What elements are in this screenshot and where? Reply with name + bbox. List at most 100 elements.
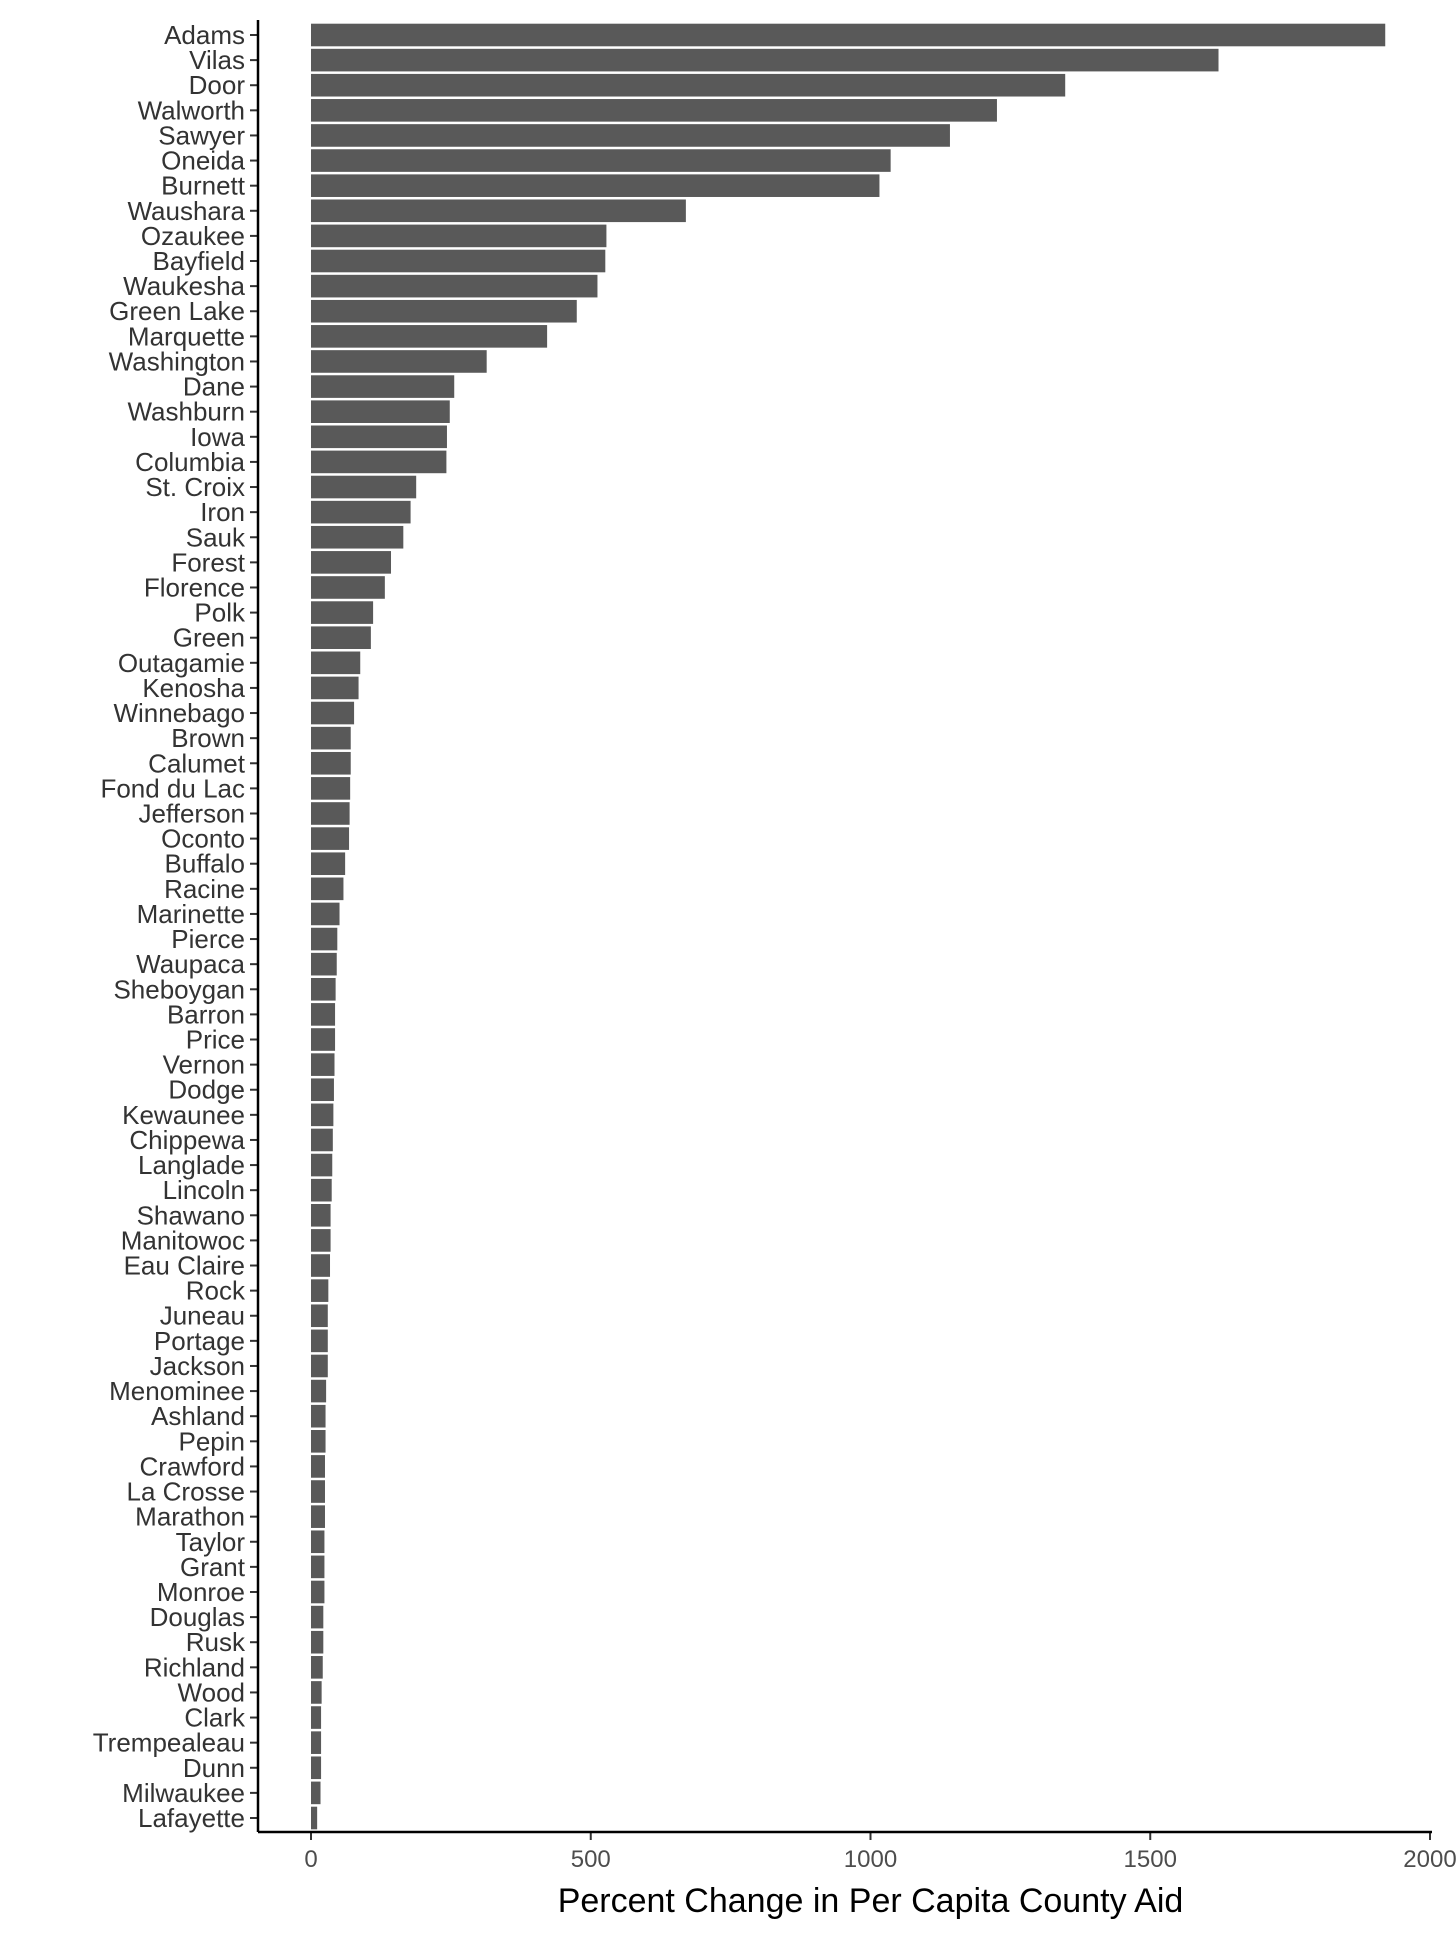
bar-bayfield [311,249,606,273]
category-label-dunn: Dunn [183,1753,245,1783]
bar-calumet [311,751,351,775]
category-label-buffalo: Buffalo [165,849,245,879]
bar-door [311,73,1066,97]
bar-walworth [311,99,997,122]
bar-marathon [311,1505,325,1528]
category-label-marathon: Marathon [135,1502,245,1532]
category-label-sheboygan: Sheboygan [113,974,245,1004]
category-label-iron: Iron [200,497,245,527]
category-label-douglas: Douglas [150,1602,245,1632]
category-label-sawyer: Sawyer [158,120,245,150]
bar-columbia [311,450,447,474]
bar-menominee [311,1379,327,1403]
category-label-chippewa: Chippewa [129,1125,245,1155]
category-label-jefferson: Jefferson [139,798,245,828]
category-label-eau-claire: Eau Claire [124,1251,245,1281]
category-labels: AdamsVilasDoorWalworthSawyerOneidaBurnet… [93,20,246,1833]
category-label-wood: Wood [178,1677,245,1707]
category-label-monroe: Monroe [157,1577,245,1607]
bar-richland [311,1656,323,1679]
bar-forest [311,551,392,574]
bar-dane [311,375,455,398]
category-label-winnebago: Winnebago [113,698,245,728]
x-tick-label-1000: 1000 [844,1846,897,1873]
x-tick-label-0: 0 [304,1846,317,1873]
bar-la-crosse [311,1480,325,1503]
bar-washington [311,350,487,373]
bar-polk [311,601,374,624]
category-label-fond-du-lac: Fond du Lac [100,773,245,803]
category-label-crawford: Crawford [140,1451,245,1481]
category-label-florence: Florence [144,572,245,602]
category-label-racine: Racine [164,874,245,904]
category-label-outagamie: Outagamie [118,648,245,678]
bar-green [311,626,371,649]
category-label-bayfield: Bayfield [153,246,246,276]
bar-sawyer [311,124,950,147]
bar-monroe [311,1580,325,1604]
bar-taylor [311,1530,325,1554]
category-label-polk: Polk [194,598,246,628]
bar-buffalo [311,852,346,876]
bar-waupaca [311,952,337,976]
bar-adams [311,23,1386,47]
category-label-vilas: Vilas [189,45,245,75]
bar-brown [311,726,351,750]
bar-crawford [311,1455,325,1478]
bar-oneida [311,149,891,172]
bar-shawano [311,1204,331,1227]
x-tick-label-2000: 2000 [1403,1846,1456,1873]
category-label-dodge: Dodge [168,1075,245,1105]
bar-vernon [311,1053,335,1076]
category-label-shawano: Shawano [137,1200,245,1230]
bar-pierce [311,927,338,951]
category-label-calumet: Calumet [148,748,246,778]
category-label-columbia: Columbia [135,447,245,477]
category-label-waukesha: Waukesha [123,271,245,301]
bar-dunn [311,1756,322,1780]
bar-winnebago [311,701,355,725]
category-label-washington: Washington [109,346,245,376]
bar-iron [311,500,411,524]
bar-wood [311,1681,322,1704]
bar-marinette [311,902,340,926]
bar-iowa [311,425,447,449]
category-label-barron: Barron [167,999,245,1029]
bar-st-croix [311,475,417,499]
bars-group [311,23,1386,1830]
bar-florence [311,576,385,599]
bar-burnett [311,174,880,197]
bar-outagamie [311,651,361,675]
bar-eau-claire [311,1254,331,1277]
category-label-milwaukee: Milwaukee [122,1778,245,1808]
category-label-marinette: Marinette [137,899,245,929]
bar-price [311,1028,336,1051]
category-label-kenosha: Kenosha [142,673,245,703]
category-label-door: Door [189,70,246,100]
bar-lafayette [311,1806,318,1830]
category-label-vernon: Vernon [163,1050,245,1080]
category-label-rock: Rock [186,1276,246,1306]
category-label-burnett: Burnett [161,171,246,201]
category-label-ashland: Ashland [151,1401,245,1431]
category-label-lafayette: Lafayette [138,1803,245,1833]
category-label-pepin: Pepin [179,1426,246,1456]
bar-green-lake [311,299,577,323]
bar-grant [311,1555,325,1579]
bar-rusk [311,1630,324,1654]
category-label-walworth: Walworth [138,95,245,125]
category-label-langlade: Langlade [138,1150,245,1180]
bar-langlade [311,1153,333,1177]
category-label-menominee: Menominee [109,1376,245,1406]
bar-manitowoc [311,1229,331,1252]
x-tick-label-500: 500 [571,1846,611,1873]
category-label-oconto: Oconto [161,824,245,854]
bar-kenosha [311,676,359,700]
category-label-iowa: Iowa [190,422,245,452]
bar-barron [311,1003,336,1026]
bar-waushara [311,199,686,223]
category-label-waupaca: Waupaca [136,949,245,979]
bar-trempealeau [311,1731,322,1754]
category-label-waushara: Waushara [127,196,245,226]
